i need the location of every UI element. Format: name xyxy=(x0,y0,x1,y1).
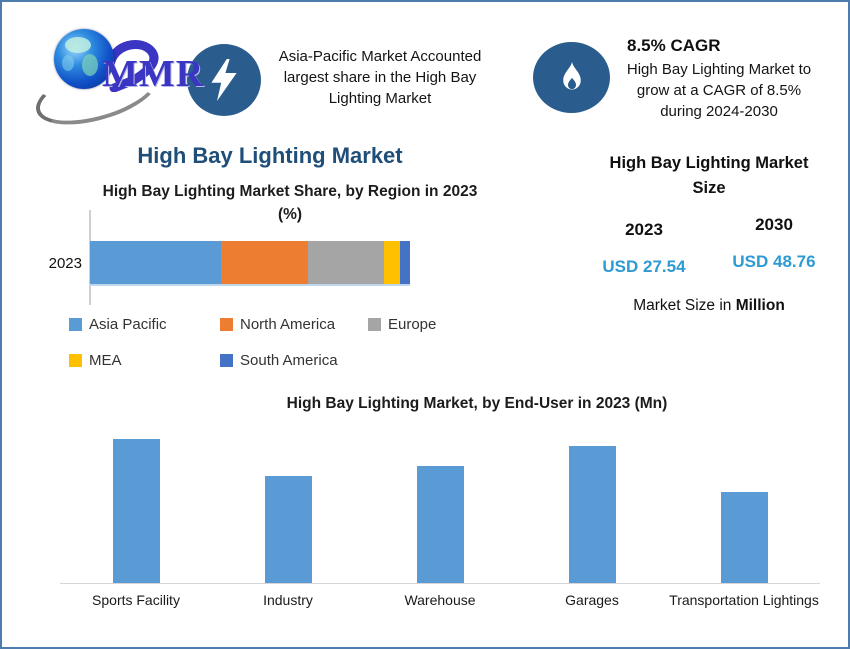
legend-label: South America xyxy=(240,352,338,369)
region-chart-category-label: 2023 xyxy=(48,255,82,272)
flame-glyph xyxy=(562,61,581,89)
legend-item-europe: Europe xyxy=(368,316,436,333)
market-size-col-2023: 2023 USD 27.54 xyxy=(579,220,709,277)
footnote-unit: Million xyxy=(735,297,785,314)
region-chart-title: High Bay Lighting Market Share, by Regio… xyxy=(102,183,478,223)
legend-item-asia-pacific: Asia Pacific xyxy=(69,316,220,333)
globe-icon xyxy=(54,29,114,89)
market-size-footnote: Market Size in Million xyxy=(579,297,839,315)
page-title: High Bay Lighting Market xyxy=(137,143,403,168)
region-stacked-bar xyxy=(90,241,410,284)
flame-icon xyxy=(533,42,610,113)
region-segment-north-america xyxy=(221,241,308,284)
bolt-glyph xyxy=(211,59,237,101)
logo-swoosh xyxy=(105,40,159,92)
region-segment-asia-pacific xyxy=(90,241,222,284)
enduser-chart-title: High Bay Lighting Market, by End-User in… xyxy=(286,395,668,412)
lightning-bolt-icon xyxy=(187,44,261,116)
bar-column-transportation-lightings xyxy=(668,422,820,583)
brand-name: MMR xyxy=(102,53,205,95)
bar-column-sports-facility xyxy=(60,422,212,583)
cagr-callout: 8.5% CAGR High Bay Lighting Market to gr… xyxy=(615,36,823,122)
bar-garages xyxy=(568,446,616,583)
bar-transportation-lightings xyxy=(720,492,768,583)
footnote-prefix: Market Size in xyxy=(633,297,736,314)
market-size-columns: 2023 USD 27.54 2030 USD 48.76 xyxy=(579,215,839,277)
legend-swatch-north-america xyxy=(220,318,233,331)
x-label-warehouse: Warehouse xyxy=(404,592,476,608)
enduser-chart-x-labels: Sports Facility Industry Warehouse Garages T… xyxy=(60,592,820,608)
region-segment-south-america xyxy=(400,241,410,284)
enduser-chart-plot xyxy=(60,422,820,584)
legend-item-north-america: North America xyxy=(220,316,368,333)
market-size-col-2030: 2030 USD 48.76 xyxy=(709,215,839,272)
x-label-sports-facility: Sports Facility xyxy=(92,592,180,608)
region-chart-legend: Asia Pacific North America Europe MEA South … xyxy=(69,316,436,369)
legend-swatch-europe xyxy=(368,318,381,331)
legend-label: Asia Pacific xyxy=(89,316,167,333)
bar-sports-facility xyxy=(112,439,160,583)
legend-label: North America xyxy=(240,316,336,333)
x-label-transportation-lightings: Transportation Lightings xyxy=(669,592,819,608)
bar-column-industry xyxy=(212,422,364,583)
legend-item-south-america: South America xyxy=(220,352,368,369)
usd-value: USD 27.54 xyxy=(602,257,686,276)
year-label: 2023 xyxy=(625,220,663,239)
legend-item-mea: MEA xyxy=(69,352,220,369)
year-label: 2030 xyxy=(755,215,793,234)
globe-continents xyxy=(62,37,98,76)
legend-swatch-mea xyxy=(69,354,82,367)
legend-swatch-south-america xyxy=(220,354,233,367)
legend-label: MEA xyxy=(89,352,122,369)
legend-swatch-asia-pacific xyxy=(69,318,82,331)
cagr-heading: 8.5% CAGR xyxy=(627,36,721,55)
usd-value: USD 48.76 xyxy=(732,252,816,271)
region-segment-europe xyxy=(307,241,385,284)
x-label-garages: Garages xyxy=(565,592,619,608)
bar-column-warehouse xyxy=(364,422,516,583)
region-chart-y-axis xyxy=(89,210,91,305)
bar-warehouse xyxy=(416,466,464,583)
legend-label: Europe xyxy=(388,316,437,333)
bar-column-garages xyxy=(516,422,668,583)
region-segment-mea xyxy=(384,241,401,284)
region-chart-baseline xyxy=(90,284,410,286)
bar-industry xyxy=(264,476,312,583)
x-label-industry: Industry xyxy=(263,592,313,608)
market-size-title: High Bay Lighting Market Size xyxy=(609,154,809,197)
cagr-text: High Bay Lighting Market to grow at a CA… xyxy=(626,61,812,120)
region-callout-text: Asia-Pacific Market Accounted largest sh… xyxy=(278,48,482,107)
mmr-logo: MMR xyxy=(16,16,203,137)
